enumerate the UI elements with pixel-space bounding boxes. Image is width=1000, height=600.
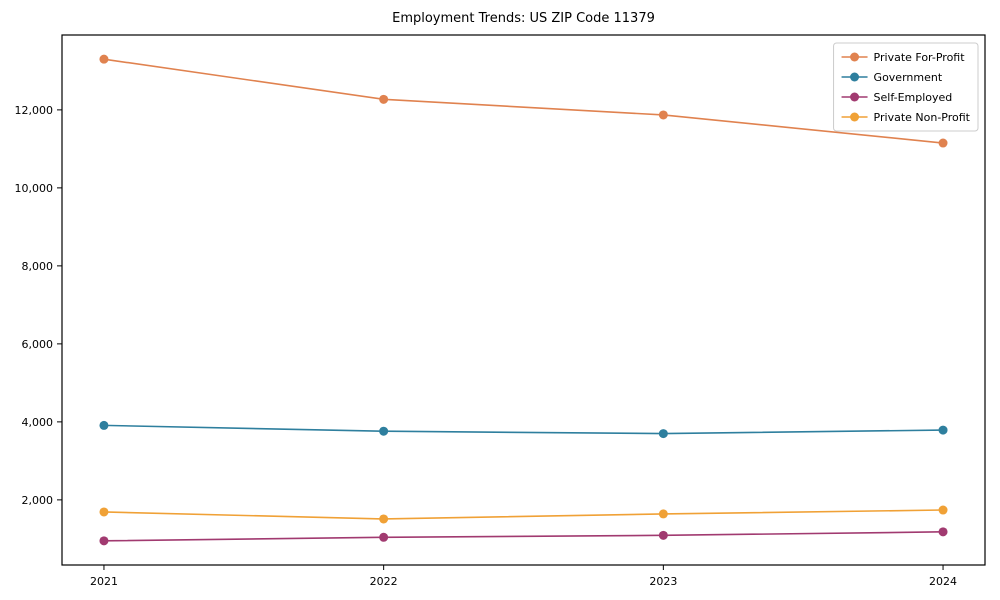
series-line [103,509,944,520]
series-marker [658,530,668,540]
legend-item-label: Self-Employed [874,91,953,104]
legend-sample-marker [850,52,860,62]
series-marker [938,138,948,148]
y-axis-tick-label: 4,000 [22,416,54,429]
series-line [103,58,944,144]
series-marker [658,509,668,519]
legend-item-label: Private Non-Profit [874,111,971,124]
series-marker [379,532,389,542]
series-marker [658,429,668,439]
series-marker [99,536,109,546]
x-axis-tick-label: 2022 [370,575,398,588]
series-marker [99,420,109,430]
series-marker [99,54,109,64]
legend-item-label: Government [874,71,943,84]
y-axis-tick-label: 2,000 [22,494,54,507]
series-marker [938,505,948,515]
legend-box [833,42,979,132]
x-axis-tick-label: 2024 [929,575,957,588]
plot-frame [61,34,986,566]
y-axis-tick-label: 6,000 [22,338,54,351]
series-marker [938,425,948,435]
y-axis-tick-label: 10,000 [15,182,54,195]
x-axis-tick-label: 2023 [649,575,677,588]
x-axis-tick-label: 2021 [90,575,118,588]
legend-sample-marker [850,72,860,82]
legend: Private For-Profit Government Self-Employe… [833,42,979,132]
series-line [103,531,944,542]
legend-sample-marker [850,112,860,122]
series-marker [379,514,389,524]
series-marker [938,527,948,537]
chart-title: Employment Trends: US ZIP Code 11379 [392,11,655,26]
legend-sample-marker [850,92,860,102]
y-axis-tick-label: 12,000 [15,104,54,117]
series-marker [379,426,389,436]
series-marker [99,507,109,517]
legend-item-label: Private For-Profit [874,51,966,64]
series-line [103,424,944,435]
series-marker [658,110,668,120]
y-axis-tick-label: 8,000 [22,260,54,273]
series-marker [379,94,389,104]
